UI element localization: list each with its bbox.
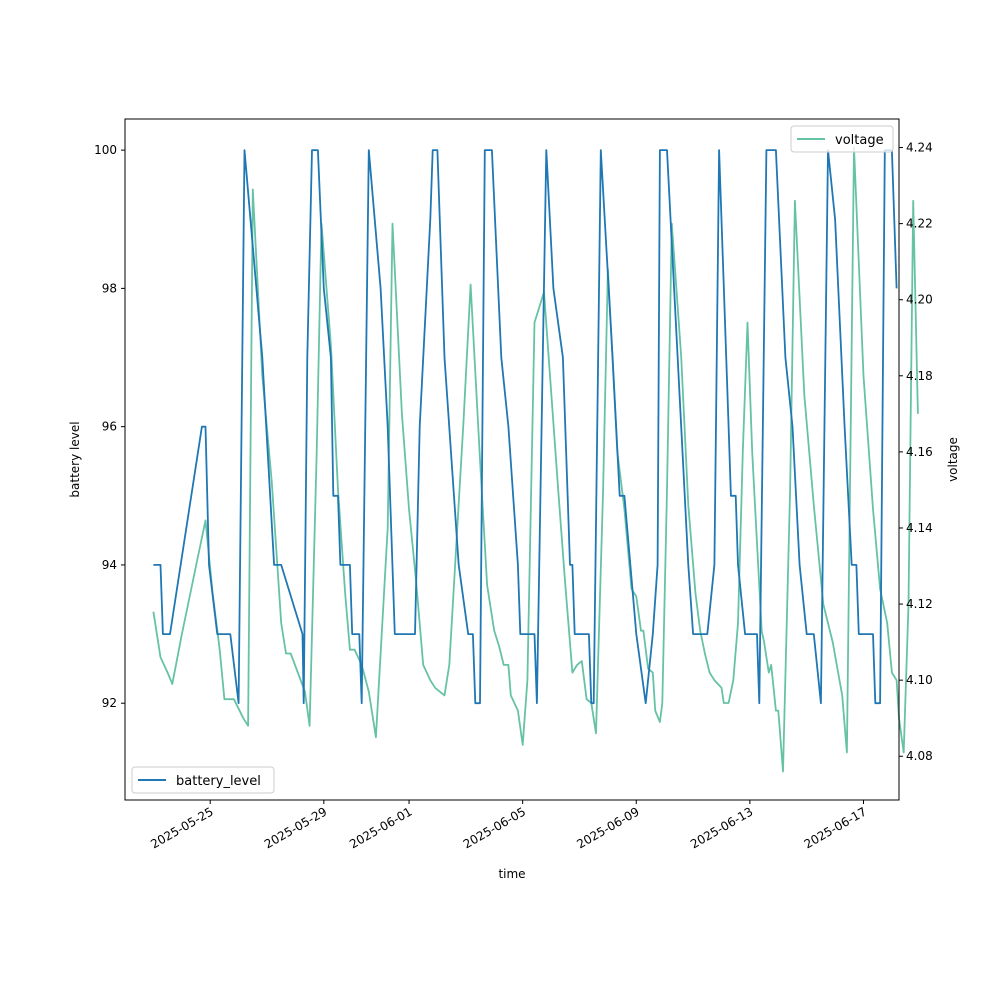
y-left-tick-label: 100 xyxy=(94,143,117,157)
y-right-tick-label: 4.24 xyxy=(906,141,933,155)
y-left-tick-label: 98 xyxy=(102,281,117,295)
series-line-battery-level xyxy=(153,149,898,705)
plot-area xyxy=(152,146,919,773)
legend-label-battery-level: battery_level xyxy=(176,774,261,789)
y-left-tick-label: 92 xyxy=(102,696,117,710)
y-axis-right-label: voltage xyxy=(946,437,960,482)
legend-voltage: voltage xyxy=(790,125,894,153)
x-axis-label: time xyxy=(498,867,525,881)
y-axis-left-label: battery level xyxy=(68,421,82,497)
y-left-tick-label: 94 xyxy=(102,558,117,572)
series-line-voltage xyxy=(152,146,919,773)
legend-battery-level: battery_level xyxy=(131,766,275,794)
y-right-tick-label: 4.22 xyxy=(906,217,933,231)
y-right-tick-label: 4.16 xyxy=(906,445,933,459)
y-right-tick-label: 4.14 xyxy=(906,521,933,535)
plot-frame xyxy=(124,118,900,801)
y-right-tick-label: 4.18 xyxy=(906,369,933,383)
y-right-tick-label: 4.12 xyxy=(906,597,933,611)
y-left-tick-label: 96 xyxy=(102,420,117,434)
legend-box xyxy=(790,125,894,153)
y-right-tick-label: 4.20 xyxy=(906,293,933,307)
legend-label-voltage: voltage xyxy=(835,133,884,148)
y-right-tick-label: 4.10 xyxy=(906,673,933,687)
y-right-tick-label: 4.08 xyxy=(906,749,933,763)
legend-box xyxy=(131,766,275,794)
